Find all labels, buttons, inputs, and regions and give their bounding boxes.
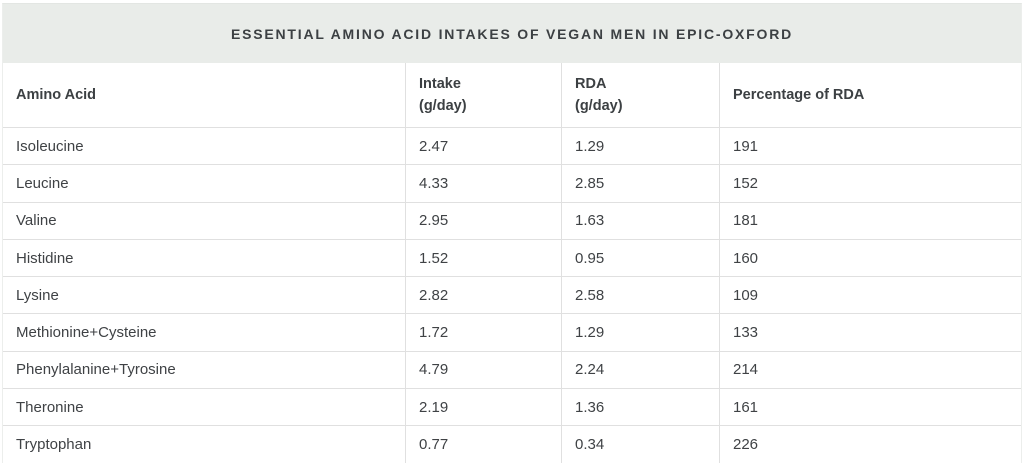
value-cell: 1.72 [405,314,561,351]
table-row: Theronine 2.19 1.36 161 [3,388,1023,426]
amino-acid-cell: Phenylalanine+Tyrosine [16,361,176,379]
amino-acid-cell: Tryptophan [16,436,92,454]
header-cell-percentage-of-rda: Percentage of RDA [719,63,1023,127]
header-label: RDA [575,76,607,92]
amino-acid-cell: Leucine [16,174,69,192]
value-cell: 1.36 [561,389,719,426]
table-title-band: ESSENTIAL AMINO ACID INTAKES OF VEGAN ME… [3,4,1021,63]
table-row: Tryptophan 0.77 0.34 226 [3,425,1023,463]
value-cell: 0.34 [561,426,719,463]
header-cell-amino-acid: Amino Acid [3,63,405,127]
value-cell: 226 [719,426,1023,463]
amino-acid-cell: Isoleucine [16,137,84,155]
header-label: Intake [419,76,461,92]
value-cell: 1.29 [561,128,719,165]
table-header-row: Amino Acid Intake (g/day) RDA (g/day) Percent… [3,63,1021,127]
table-row: Isoleucine 2.47 1.29 191 [3,127,1023,165]
value-cell: 2.85 [561,165,719,202]
amino-acid-cell: Methionine+Cysteine [16,324,157,342]
value-cell: 2.95 [405,202,561,239]
amino-acid-intake-table: ESSENTIAL AMINO ACID INTAKES OF VEGAN ME… [2,3,1022,463]
value-cell: 161 [719,389,1023,426]
value-cell: 2.82 [405,277,561,314]
value-cell: 109 [719,277,1023,314]
table-row: Leucine 4.33 2.85 152 [3,164,1023,202]
table-body: Isoleucine 2.47 1.29 191 Leucine 4.33 2.85 152 V… [3,127,1021,463]
value-cell: 4.33 [405,165,561,202]
table-row: Lysine 2.82 2.58 109 [3,276,1023,314]
header-label: Amino Acid [16,87,97,103]
value-cell: 0.77 [405,426,561,463]
header-unit-label: (g/day) [575,98,623,114]
header-label: Percentage of RDA [733,87,865,103]
amino-acid-cell: Lysine [16,286,59,304]
value-cell: 0.95 [561,239,719,277]
value-cell: 181 [719,202,1023,239]
value-cell: 152 [719,165,1023,202]
value-cell: 214 [719,351,1023,389]
table-row: Histidine 1.52 0.95 160 [3,238,1023,277]
table-row: Phenylalanine+Tyrosine 4.79 2.24 214 [3,350,1023,389]
value-cell: 133 [719,314,1023,351]
header-cell-intake: Intake (g/day) [405,63,561,127]
header-cell-rda: RDA (g/day) [561,63,719,127]
value-cell: 4.79 [405,351,561,389]
value-cell: 2.58 [561,277,719,314]
table-row: Valine 2.95 1.63 181 [3,201,1023,239]
value-cell: 1.63 [561,202,719,239]
value-cell: 2.24 [561,351,719,389]
amino-acid-cell: Valine [16,212,57,230]
value-cell: 1.52 [405,239,561,277]
table-title: ESSENTIAL AMINO ACID INTAKES OF VEGAN ME… [230,25,794,42]
value-cell: 2.47 [405,128,561,165]
value-cell: 160 [719,239,1023,277]
amino-acid-cell: Histidine [16,249,74,267]
table-row: Methionine+Cysteine 1.72 1.29 133 [3,313,1023,351]
value-cell: 191 [719,128,1023,165]
header-unit-label: (g/day) [419,98,467,114]
value-cell: 1.29 [561,314,719,351]
value-cell: 2.19 [405,389,561,426]
amino-acid-cell: Theronine [16,398,84,416]
